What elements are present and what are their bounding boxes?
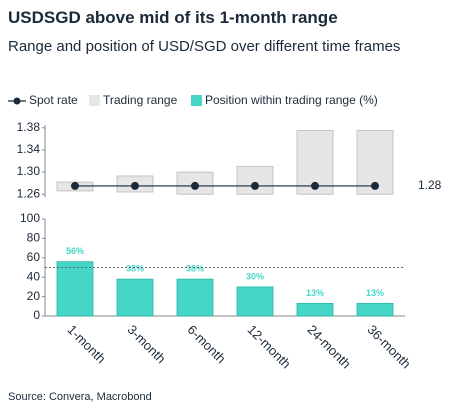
chart: 1.26 1.30 1.34 1.38 1.28 0 20 40 60 80 100 56% 38% 38… xyxy=(8,93,442,371)
value-label: 38% xyxy=(126,264,144,274)
bar xyxy=(236,286,274,317)
x-tick-label: 24-month xyxy=(304,322,353,371)
title: USDSGD above mid of its 1-month range xyxy=(8,8,338,27)
spot-marker xyxy=(371,181,379,190)
source: Source: Convera, Macrobond xyxy=(8,391,152,403)
y-tick-label: 40 xyxy=(27,269,41,283)
spot-marker xyxy=(71,181,79,190)
bar xyxy=(56,261,94,317)
value-label: 13% xyxy=(306,288,324,298)
value-label: 13% xyxy=(366,288,384,298)
spot-marker xyxy=(311,181,319,190)
bar xyxy=(296,302,334,317)
y-tick-label: 100 xyxy=(20,211,40,225)
range-box xyxy=(236,166,274,195)
y-tick-label: 1.34 xyxy=(17,142,41,156)
y-tick-label: 60 xyxy=(27,250,41,264)
bar xyxy=(356,302,394,317)
value-label: 30% xyxy=(246,271,264,281)
spot-marker xyxy=(251,181,259,190)
value-label: 56% xyxy=(66,246,84,256)
legend-label: Spot rate xyxy=(29,93,78,107)
legend-swatch xyxy=(89,95,100,106)
y-tick-label: 0 xyxy=(33,308,40,322)
legend-marker xyxy=(13,97,21,105)
x-tick-label: 1-month xyxy=(64,322,108,366)
range-box xyxy=(356,130,394,195)
y-tick-label: 1.26 xyxy=(17,186,41,200)
x-tick-label: 12-month xyxy=(244,322,293,371)
x-tick-label: 3-month xyxy=(124,322,168,366)
legend-swatch xyxy=(191,95,202,106)
spot-marker xyxy=(131,181,139,190)
subtitle: Range and position of USD/SGD over diffe… xyxy=(8,38,401,55)
y-tick-label: 80 xyxy=(27,231,41,245)
legend-label: Trading range xyxy=(103,93,178,107)
x-tick-label: 36-month xyxy=(364,322,413,371)
y-tick-label: 1.30 xyxy=(17,164,41,178)
legend-label: Position within trading range (%) xyxy=(205,93,378,107)
bar xyxy=(116,278,154,317)
spot-label: 1.28 xyxy=(418,178,442,192)
value-label: 38% xyxy=(186,264,204,274)
y-tick-label: 20 xyxy=(27,289,41,303)
x-tick-label: 6-month xyxy=(184,322,228,366)
spot-marker xyxy=(191,181,199,190)
bar xyxy=(176,278,214,317)
y-tick-label: 1.38 xyxy=(17,120,41,134)
